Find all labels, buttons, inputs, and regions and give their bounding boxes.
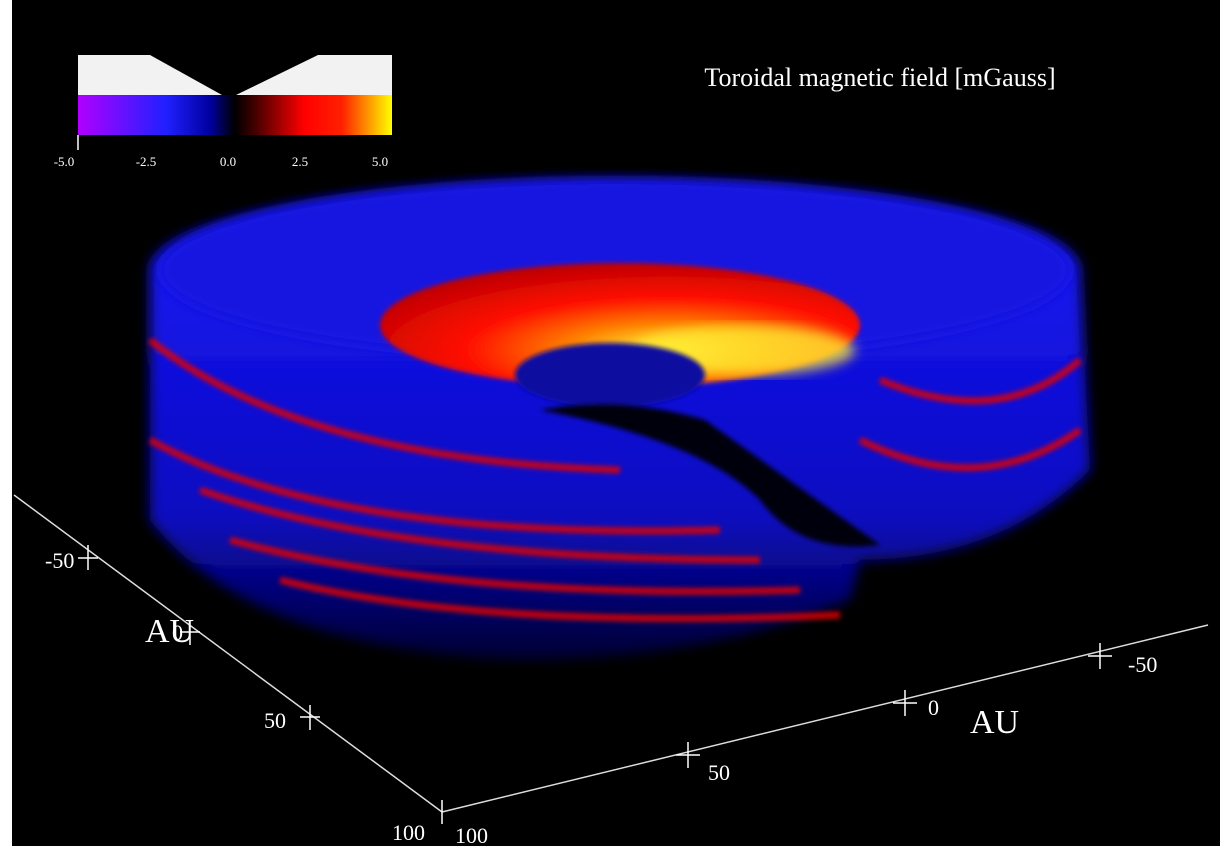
color-ramp — [78, 95, 392, 135]
opacity-curve — [78, 55, 222, 95]
left-tick-label: 100 — [392, 820, 425, 845]
left-tick-label: 50 — [264, 708, 286, 733]
right-tick-label: 50 — [708, 760, 730, 785]
left-tick-label: 0 — [172, 620, 183, 645]
right-tick-label: 0 — [928, 695, 939, 720]
red-stripes — [147, 337, 1083, 622]
colorbar-tick-label: 0.0 — [220, 154, 236, 169]
colorbar: -5.0 -2.5 0.0 2.5 5.0 — [54, 55, 392, 169]
title: Toroidal magnetic field [mGauss] — [704, 63, 1055, 92]
axis-line — [13, 494, 443, 813]
inner-hole — [515, 343, 705, 407]
right-axis-label: AU — [970, 704, 1019, 741]
left-axis-label: AU — [145, 613, 194, 650]
cutaway — [540, 404, 880, 547]
left-tick-label: -50 — [45, 548, 74, 573]
right-tick-label: 100 — [455, 823, 488, 846]
colorbar-tick-label: 2.5 — [292, 154, 308, 169]
opacity-curve — [236, 55, 392, 95]
axes: -50 0 50 100 AU 100 50 0 -50 AU — [13, 494, 1209, 846]
colorbar-tick-label: -2.5 — [136, 154, 157, 169]
axis-line — [441, 624, 1209, 813]
left-margin — [0, 0, 12, 846]
right-tick-label: -50 — [1128, 652, 1157, 677]
colorbar-tick-label: 5.0 — [372, 154, 388, 169]
tick-marks — [78, 545, 1112, 824]
colorbar-tick-label: -5.0 — [54, 154, 75, 169]
torus-rendering — [147, 180, 1090, 660]
